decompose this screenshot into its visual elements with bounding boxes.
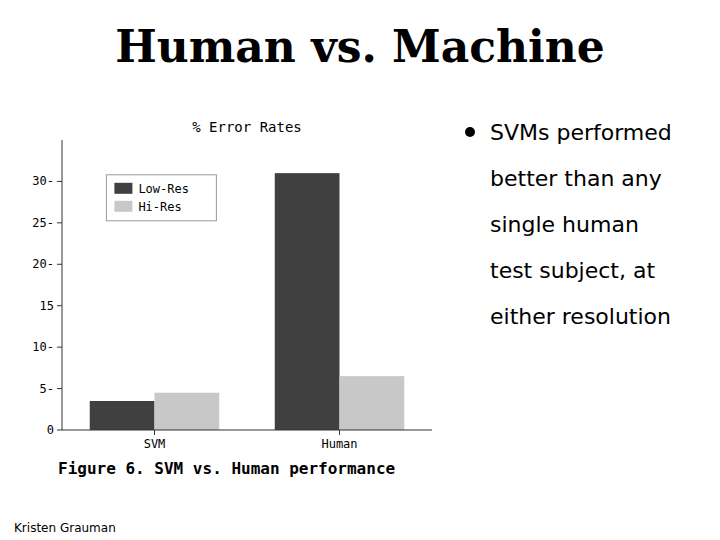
y-tick-label: 5-: [40, 382, 54, 396]
y-tick-label: 15: [40, 299, 54, 313]
y-tick: [57, 222, 62, 223]
bars: [90, 173, 405, 430]
background: [0, 0, 720, 540]
y-tick: [57, 388, 62, 389]
bullet-dot: [465, 127, 475, 137]
y-tick-label: 10-: [32, 340, 54, 354]
chart-subtitle: % Error Rates: [192, 119, 302, 135]
x-axis-line: [62, 430, 432, 431]
y-tick: [57, 181, 62, 182]
legend-label: Low-Res: [138, 182, 189, 196]
title: Human vs. Machine: [115, 21, 605, 72]
x-tick: [339, 430, 340, 435]
y-tick-label: 30-: [32, 174, 54, 188]
axes: 0 5- 10- 15 20- 25- 30- SVM Human: [32, 140, 432, 451]
y-tick-label: 25-: [32, 216, 54, 230]
chart: Human vs. Machine % Error Rates 0 5- 10- 15 20…: [0, 0, 720, 540]
legend: Low-Res Hi-Res: [106, 175, 216, 221]
y-tick: [57, 347, 62, 348]
x-tick-label: Human: [321, 437, 357, 451]
bullet-text: single human: [490, 212, 639, 237]
legend-swatch: [114, 201, 132, 212]
bar: [90, 401, 155, 430]
figure-caption: Figure 6. SVM vs. Human performance: [58, 459, 395, 478]
y-tick-label: 0: [47, 423, 54, 437]
y-axis-line: [62, 140, 63, 430]
bullet-text: test subject, at: [490, 258, 655, 283]
bullet-text: either resolution: [490, 304, 671, 329]
chart-container: Human vs. Machine % Error Rates 0 5- 10- 15 20…: [0, 0, 720, 540]
x-tick: [154, 430, 155, 435]
bullet-text: better than any: [490, 166, 662, 191]
y-tick: [57, 264, 62, 265]
bullet-text: SVMs performed: [490, 120, 672, 145]
y-tick: [57, 430, 62, 431]
y-tick: [57, 305, 62, 306]
bar: [340, 376, 405, 430]
footer: Kristen Grauman: [14, 521, 116, 535]
x-tick-label: SVM: [144, 437, 166, 451]
legend-label: Hi-Res: [138, 200, 181, 214]
y-tick-label: 20-: [32, 257, 54, 271]
legend-swatch: [114, 183, 132, 194]
bar: [155, 393, 220, 430]
legend-box: [106, 175, 216, 221]
bar: [275, 173, 340, 430]
